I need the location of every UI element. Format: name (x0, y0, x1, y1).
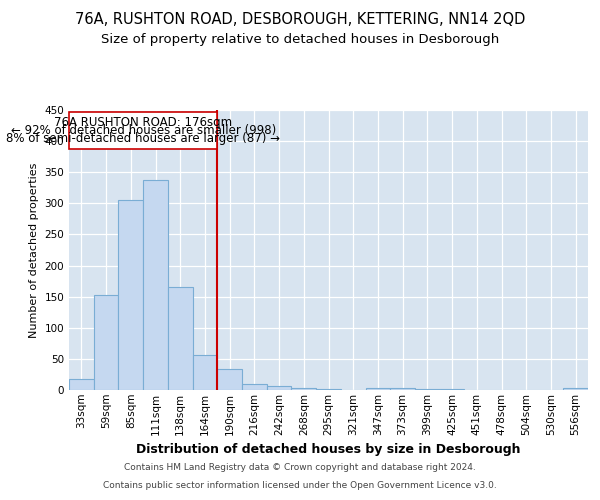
Bar (217, 369, 242, 390)
Text: Contains HM Land Registry data © Crown copyright and database right 2024.: Contains HM Land Registry data © Crown c… (124, 464, 476, 472)
Text: 76A RUSHTON ROAD: 176sqm: 76A RUSHTON ROAD: 176sqm (54, 116, 232, 128)
Bar (365, 388, 390, 390)
Text: 8% of semi-detached houses are larger (87) →: 8% of semi-detached houses are larger (8… (6, 132, 280, 145)
Bar (143, 180, 168, 390)
FancyBboxPatch shape (69, 112, 217, 148)
Text: 76A, RUSHTON ROAD, DESBOROUGH, KETTERING, NN14 2QD: 76A, RUSHTON ROAD, DESBOROUGH, KETTERING… (75, 12, 525, 28)
Bar (563, 388, 588, 390)
Bar (94, 296, 118, 390)
Bar (390, 388, 415, 390)
Text: Contains public sector information licensed under the Open Government Licence v3: Contains public sector information licen… (103, 481, 497, 490)
X-axis label: Distribution of detached houses by size in Desborough: Distribution of detached houses by size … (136, 443, 521, 456)
Bar (267, 386, 292, 390)
Text: ← 92% of detached houses are smaller (998): ← 92% of detached houses are smaller (99… (11, 124, 276, 136)
Bar (415, 389, 440, 390)
Bar (69, 379, 94, 390)
Bar (118, 200, 143, 390)
Bar (292, 388, 316, 390)
Bar (168, 288, 193, 390)
Text: Size of property relative to detached houses in Desborough: Size of property relative to detached ho… (101, 32, 499, 46)
Y-axis label: Number of detached properties: Number of detached properties (29, 162, 39, 338)
Bar (242, 384, 267, 390)
Bar (193, 354, 217, 390)
